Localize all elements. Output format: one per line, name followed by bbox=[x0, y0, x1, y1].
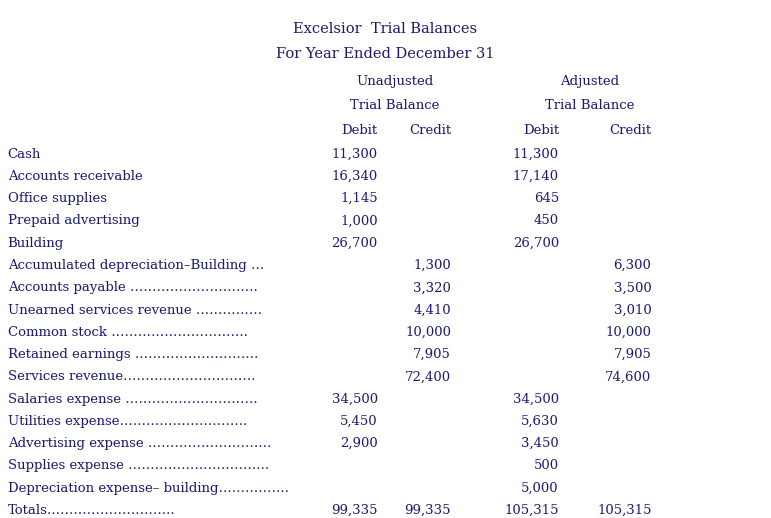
Text: 500: 500 bbox=[534, 459, 559, 472]
Text: 105,315: 105,315 bbox=[504, 504, 559, 517]
Text: 450: 450 bbox=[534, 214, 559, 227]
Text: Unearned services revenue ……………: Unearned services revenue …………… bbox=[8, 304, 262, 316]
Text: 4,410: 4,410 bbox=[413, 304, 451, 316]
Text: 72,400: 72,400 bbox=[405, 370, 451, 383]
Text: 99,335: 99,335 bbox=[332, 504, 378, 517]
Text: Depreciation expense– building…………….: Depreciation expense– building……………. bbox=[8, 482, 288, 495]
Text: 74,600: 74,600 bbox=[605, 370, 651, 383]
Text: 2,900: 2,900 bbox=[340, 437, 378, 450]
Text: 11,300: 11,300 bbox=[332, 148, 378, 161]
Text: Cash: Cash bbox=[8, 148, 41, 161]
Text: Unadjusted: Unadjusted bbox=[356, 75, 434, 88]
Text: Trial Balance: Trial Balance bbox=[545, 99, 635, 112]
Text: 5,000: 5,000 bbox=[521, 482, 559, 495]
Text: Debit: Debit bbox=[523, 124, 559, 137]
Text: Salaries expense …………………………: Salaries expense ………………………… bbox=[8, 393, 258, 406]
Text: Accounts payable ………………………..: Accounts payable ……………………….. bbox=[8, 281, 258, 294]
Text: Totals………………………..: Totals……………………….. bbox=[8, 504, 175, 517]
Text: 7,905: 7,905 bbox=[614, 348, 651, 361]
Text: Utilities expense………………………..: Utilities expense……………………….. bbox=[8, 415, 247, 428]
Text: 3,450: 3,450 bbox=[521, 437, 559, 450]
Text: 1,145: 1,145 bbox=[340, 192, 378, 205]
Text: Services revenue…………………………: Services revenue………………………… bbox=[8, 370, 255, 383]
Text: Prepaid advertising: Prepaid advertising bbox=[8, 214, 140, 227]
Text: 99,335: 99,335 bbox=[405, 504, 451, 517]
Text: 5,630: 5,630 bbox=[521, 415, 559, 428]
Text: 5,450: 5,450 bbox=[340, 415, 378, 428]
Text: Supplies expense …………………………..: Supplies expense ………………………….. bbox=[8, 459, 269, 472]
Text: 7,905: 7,905 bbox=[413, 348, 451, 361]
Text: 645: 645 bbox=[534, 192, 559, 205]
Text: Trial Balance: Trial Balance bbox=[351, 99, 439, 112]
Text: 3,010: 3,010 bbox=[614, 304, 651, 316]
Text: 26,700: 26,700 bbox=[513, 237, 559, 250]
Text: 34,500: 34,500 bbox=[513, 393, 559, 406]
Text: 1,300: 1,300 bbox=[413, 259, 451, 272]
Text: 26,700: 26,700 bbox=[332, 237, 378, 250]
Text: 6,300: 6,300 bbox=[614, 259, 651, 272]
Text: 34,500: 34,500 bbox=[332, 393, 378, 406]
Text: Office supplies: Office supplies bbox=[8, 192, 106, 205]
Text: Adjusted: Adjusted bbox=[561, 75, 619, 88]
Text: Debit: Debit bbox=[342, 124, 378, 137]
Text: Credit: Credit bbox=[409, 124, 451, 137]
Text: 17,140: 17,140 bbox=[513, 170, 559, 183]
Text: Credit: Credit bbox=[609, 124, 651, 137]
Text: 3,320: 3,320 bbox=[413, 281, 451, 294]
Text: Common stock ………………………….: Common stock …………………………. bbox=[8, 326, 247, 339]
Text: 10,000: 10,000 bbox=[605, 326, 651, 339]
Text: Advertising expense ……………………….: Advertising expense ………………………. bbox=[8, 437, 271, 450]
Text: Accumulated depreciation–Building …: Accumulated depreciation–Building … bbox=[8, 259, 264, 272]
Text: Building: Building bbox=[8, 237, 64, 250]
Text: 10,000: 10,000 bbox=[405, 326, 451, 339]
Text: 1,000: 1,000 bbox=[340, 214, 378, 227]
Text: 16,340: 16,340 bbox=[332, 170, 378, 183]
Text: For Year Ended December 31: For Year Ended December 31 bbox=[276, 47, 495, 61]
Text: 3,500: 3,500 bbox=[614, 281, 651, 294]
Text: Accounts receivable: Accounts receivable bbox=[8, 170, 143, 183]
Text: 105,315: 105,315 bbox=[597, 504, 651, 517]
Text: Retained earnings ……………………….: Retained earnings ………………………. bbox=[8, 348, 258, 361]
Text: 11,300: 11,300 bbox=[513, 148, 559, 161]
Text: Excelsior  Trial Balances: Excelsior Trial Balances bbox=[294, 22, 477, 36]
